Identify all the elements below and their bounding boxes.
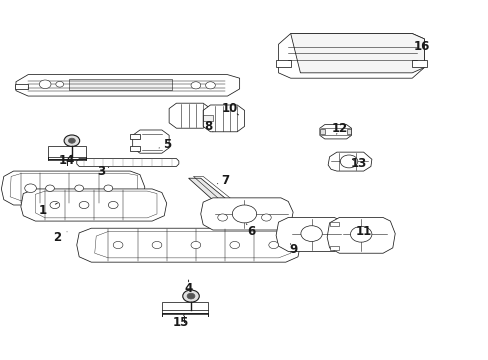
- Polygon shape: [16, 75, 239, 96]
- Circle shape: [64, 135, 80, 147]
- Polygon shape: [319, 129, 324, 134]
- Polygon shape: [77, 228, 300, 262]
- Circle shape: [229, 242, 239, 249]
- Text: 3: 3: [97, 165, 105, 177]
- Polygon shape: [132, 130, 169, 153]
- Polygon shape: [290, 33, 424, 73]
- Circle shape: [113, 242, 122, 249]
- Polygon shape: [1, 171, 144, 205]
- Text: 5: 5: [162, 138, 170, 151]
- Circle shape: [25, 184, 36, 193]
- Text: 11: 11: [355, 225, 371, 238]
- Text: 1: 1: [39, 204, 47, 217]
- Circle shape: [261, 214, 271, 221]
- Polygon shape: [15, 84, 28, 89]
- Polygon shape: [203, 115, 212, 121]
- Polygon shape: [411, 60, 426, 67]
- Polygon shape: [329, 222, 339, 226]
- Text: 2: 2: [53, 231, 61, 244]
- Circle shape: [45, 185, 54, 192]
- Circle shape: [191, 82, 201, 89]
- Polygon shape: [203, 105, 244, 132]
- Text: 16: 16: [413, 40, 429, 53]
- Circle shape: [79, 202, 89, 208]
- Text: 9: 9: [288, 243, 297, 256]
- Text: 4: 4: [184, 283, 192, 296]
- Polygon shape: [169, 103, 210, 128]
- Circle shape: [108, 202, 118, 208]
- Text: 14: 14: [59, 154, 75, 167]
- Polygon shape: [278, 33, 424, 78]
- Circle shape: [205, 82, 215, 89]
- Circle shape: [104, 185, 113, 192]
- Polygon shape: [346, 129, 351, 134]
- Circle shape: [187, 293, 195, 299]
- Polygon shape: [77, 158, 179, 166]
- Circle shape: [68, 138, 75, 143]
- Polygon shape: [276, 217, 346, 251]
- Polygon shape: [69, 79, 171, 90]
- Polygon shape: [276, 60, 290, 67]
- Text: 13: 13: [350, 157, 366, 170]
- Polygon shape: [329, 246, 339, 249]
- Text: 10: 10: [222, 102, 238, 115]
- Polygon shape: [201, 198, 292, 230]
- Text: 7: 7: [221, 174, 229, 186]
- Polygon shape: [21, 189, 166, 221]
- Circle shape: [152, 242, 162, 249]
- Circle shape: [268, 242, 278, 249]
- Polygon shape: [327, 152, 371, 171]
- Circle shape: [340, 155, 357, 168]
- Circle shape: [183, 290, 199, 302]
- Text: 15: 15: [173, 316, 189, 329]
- Polygon shape: [130, 146, 140, 152]
- Polygon shape: [130, 134, 140, 139]
- Circle shape: [56, 81, 63, 87]
- Text: 6: 6: [247, 225, 255, 238]
- Polygon shape: [162, 302, 207, 310]
- Circle shape: [50, 202, 60, 208]
- Polygon shape: [47, 146, 86, 157]
- Circle shape: [39, 80, 51, 89]
- Polygon shape: [319, 125, 351, 139]
- Text: 12: 12: [330, 122, 347, 135]
- Circle shape: [75, 185, 83, 192]
- Polygon shape: [326, 217, 394, 253]
- Circle shape: [300, 226, 322, 242]
- Circle shape: [350, 226, 371, 242]
- Circle shape: [191, 242, 201, 249]
- Polygon shape: [188, 178, 244, 217]
- Circle shape: [232, 205, 256, 223]
- Circle shape: [217, 214, 227, 221]
- Text: 8: 8: [203, 120, 212, 133]
